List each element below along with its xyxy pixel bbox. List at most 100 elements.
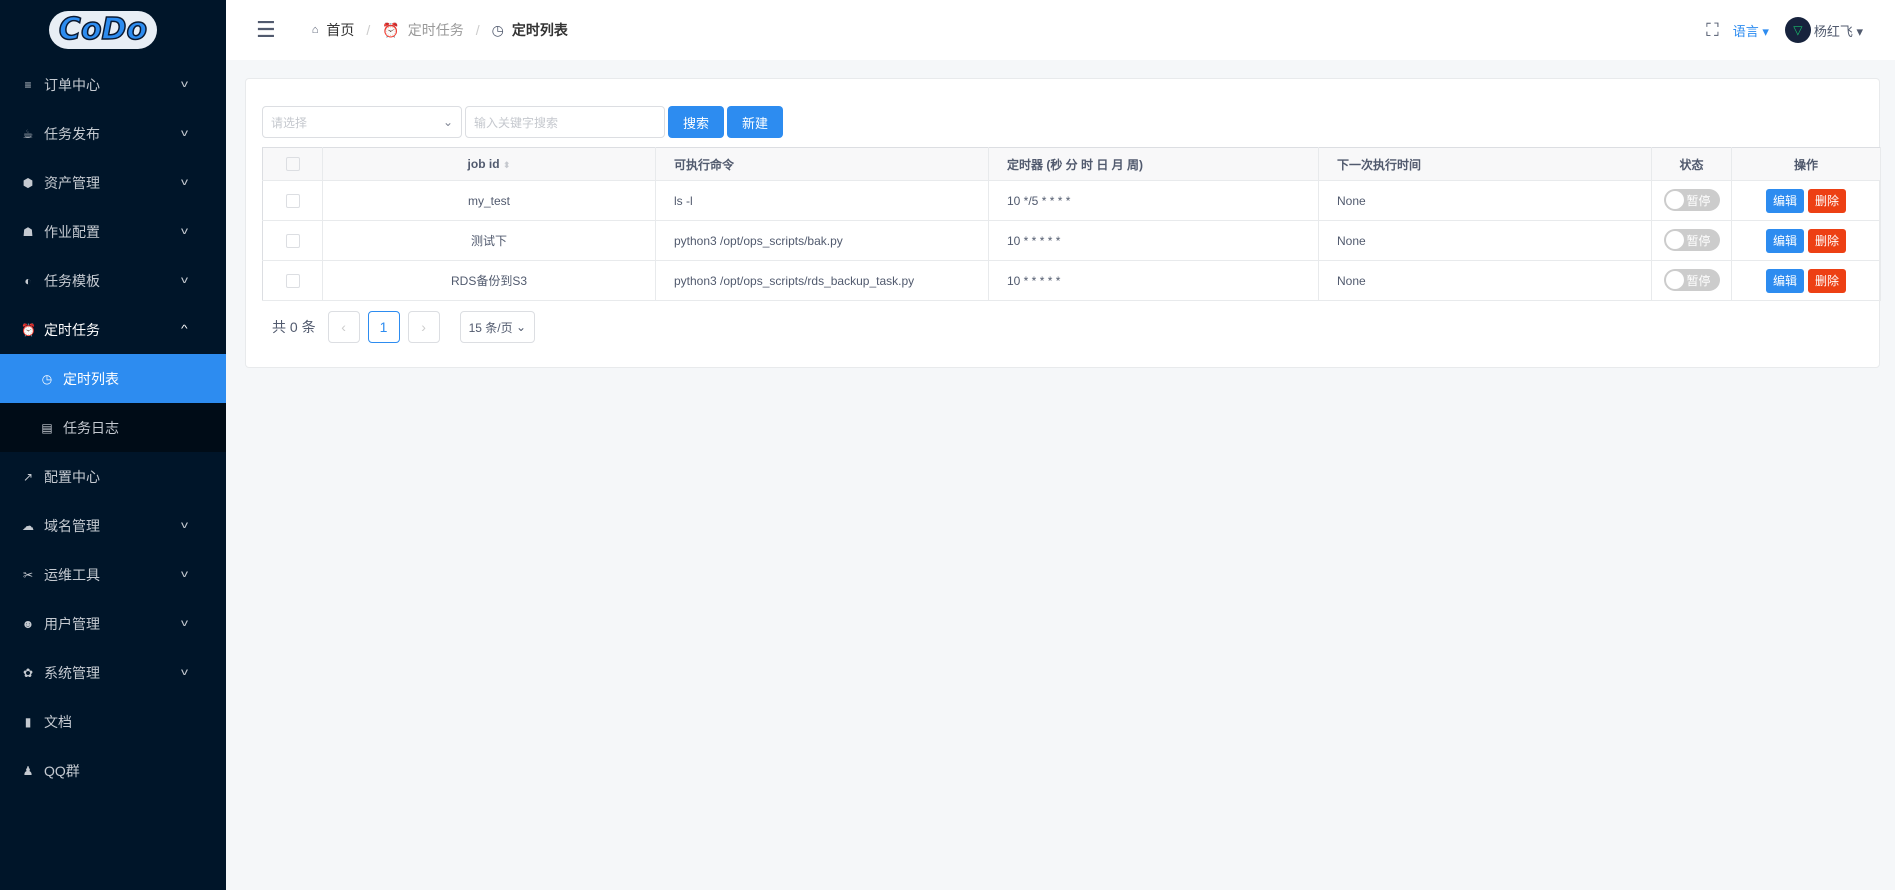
menu-toggle-icon[interactable]: ☰ [256,17,276,42]
edit-button[interactable]: 编辑 [1765,188,1804,213]
chevron-down-icon: v [181,128,188,139]
row-checkbox[interactable] [285,233,300,248]
select-all-checkbox[interactable] [285,157,300,172]
delete-button[interactable]: 删除 [1808,188,1847,213]
status-toggle[interactable]: 暂停 [1663,229,1720,251]
sidebar-item-label: 资产管理 [44,174,100,191]
total-count: 共 0 条 [272,319,316,335]
planet-icon: ◐ [24,273,32,288]
cube-icon: ⬢ [22,175,34,190]
sidebar-item-10[interactable]: ✿ 系统管理 v [0,648,226,697]
logo[interactable]: CoDo [0,0,226,60]
search-input[interactable]: 输入关键字搜索 [465,106,665,138]
breadcrumb-cron[interactable]: 定时任务 [407,22,464,38]
alarm-icon: ⏰ [21,322,36,337]
timer: 10 */5 * * * * [988,180,1319,221]
sidebar-item-4[interactable]: ◐ 任务模板 v [0,256,226,305]
col-next-run: 下一次执行时间 [1318,147,1652,181]
sidebar-item-11[interactable]: ▮ 文档 [0,697,226,746]
prev-page-button[interactable]: ‹ [327,311,360,343]
sidebar-item-label: 运维工具 [44,566,100,583]
sidebar-item-6[interactable]: ↗ 配置中心 [0,452,226,501]
next-run: None [1318,220,1652,261]
breadcrumb: ⌂ 首页 / ⏰ 定时任务 / ◷ 定时列表 [311,21,568,39]
users-icon: ☻ [21,616,35,631]
breadcrumb-home[interactable]: 首页 [326,22,355,38]
command: python3 /opt/ops_scripts/rds_backup_task… [655,260,989,301]
sidebar-item-9[interactable]: ☻ 用户管理 v [0,599,226,648]
col-job-id: job id [467,157,500,171]
job-id: 测试下 [322,220,656,261]
col-timer: 定时器 (秒 分 时 日 月 周) [988,147,1319,181]
pagination: 共 0 条 ‹ 1 › 15 条/页 ⌄ [272,311,535,343]
next-run: None [1318,260,1652,301]
coffee-icon: ☕ [22,126,34,141]
page-size-select[interactable]: 15 条/页 ⌄ [459,311,535,343]
language-dropdown[interactable]: 语言 ▾ [1732,23,1769,39]
sidebar-item-5[interactable]: ⏰ 定时任务 ^ [0,305,226,354]
chevron-down-icon: v [181,226,188,237]
clock-icon: ◷ [491,21,504,38]
row-checkbox[interactable] [285,273,300,288]
sidebar-item-label: 定时任务 [44,321,100,338]
user-dropdown[interactable]: 杨红飞 ▾ [1813,23,1863,39]
qq-icon: ♟ [22,763,34,778]
job-id: RDS备份到S3 [322,260,656,301]
gear-icon: ✿ [22,665,34,680]
sidebar-item-label: 域名管理 [44,517,100,534]
tools-icon: ✂ [22,567,34,582]
command: python3 /opt/ops_scripts/bak.py [655,220,989,261]
chevron-down-icon: v [181,667,188,678]
submenu-item-0[interactable]: ◷ 定时列表 [0,354,226,403]
sidebar-item-label: 订单中心 [44,76,100,93]
robot-icon: ☗ [22,224,34,239]
chevron-down-icon: v [181,177,188,188]
sidebar-item-label: 用户管理 [44,615,100,632]
delete-button[interactable]: 删除 [1808,268,1847,293]
document-icon: ▤ [41,420,53,435]
sidebar-item-label: 系统管理 [44,664,100,681]
table-row: RDS备份到S3 python3 /opt/ops_scripts/rds_ba… [262,260,1881,301]
command: ls -l [655,180,989,221]
sidebar-item-label: QQ群 [44,762,80,779]
fullscreen-icon[interactable]: ⛶ [1706,19,1719,40]
avatar[interactable]: ▽ [1784,17,1811,43]
chevron-down-icon: v [181,79,188,90]
sidebar-item-7[interactable]: ☁ 域名管理 v [0,501,226,550]
chevron-up-icon: ^ [181,324,188,335]
sidebar-item-0[interactable]: ≡ 订单中心 v [0,60,226,109]
sidebar-item-12[interactable]: ♟ QQ群 [0,746,226,795]
timer: 10 * * * * * [988,260,1319,301]
submenu-item-label: 任务日志 [63,419,119,436]
edit-button[interactable]: 编辑 [1765,228,1804,253]
alarm-clock-icon: ◷ [41,371,53,386]
sidebar-item-label: 任务模板 [44,272,100,289]
col-status: 状态 [1651,147,1732,181]
chevron-down-icon: v [181,569,188,580]
chevron-down-icon: v [181,520,188,531]
sidebar-menu: ≡ 订单中心 v ☕ 任务发布 v ⬢ 资产管理 v ☗ 作业配置 v ◐ 任务模板 v ⏰ 定时任务 ^ ◷ 定时列… [0,60,226,795]
sidebar-item-label: 配置中心 [44,468,100,485]
col-command: 可执行命令 [655,147,989,181]
new-button[interactable]: 新建 [727,106,783,138]
search-button[interactable]: 搜索 [668,106,724,138]
status-toggle[interactable]: 暂停 [1663,269,1720,291]
row-checkbox[interactable] [285,193,300,208]
sidebar-item-3[interactable]: ☗ 作业配置 v [0,207,226,256]
book-icon: ▮ [24,714,32,729]
submenu-item-1[interactable]: ▤ 任务日志 [0,403,226,452]
sidebar: CoDo ≡ 订单中心 v ☕ 任务发布 v ⬢ 资产管理 v ☗ 作业配置 v ◐ 任务模板 v ⏰ 定时任务… [0,0,226,890]
edit-button[interactable]: 编辑 [1765,268,1804,293]
page-1[interactable]: 1 [367,311,400,343]
home-icon: ⌂ [311,24,319,36]
status-toggle[interactable]: 暂停 [1663,189,1720,211]
sidebar-item-2[interactable]: ⬢ 资产管理 v [0,158,226,207]
sort-icon[interactable]: ⬍ [502,160,511,170]
hammer-icon: ↗ [22,469,34,484]
sidebar-item-1[interactable]: ☕ 任务发布 v [0,109,226,158]
sidebar-item-8[interactable]: ✂ 运维工具 v [0,550,226,599]
col-actions: 操作 [1731,147,1881,181]
delete-button[interactable]: 删除 [1808,228,1847,253]
filter-select[interactable]: 请选择 ⌄ [262,106,462,138]
next-page-button[interactable]: › [407,311,440,343]
